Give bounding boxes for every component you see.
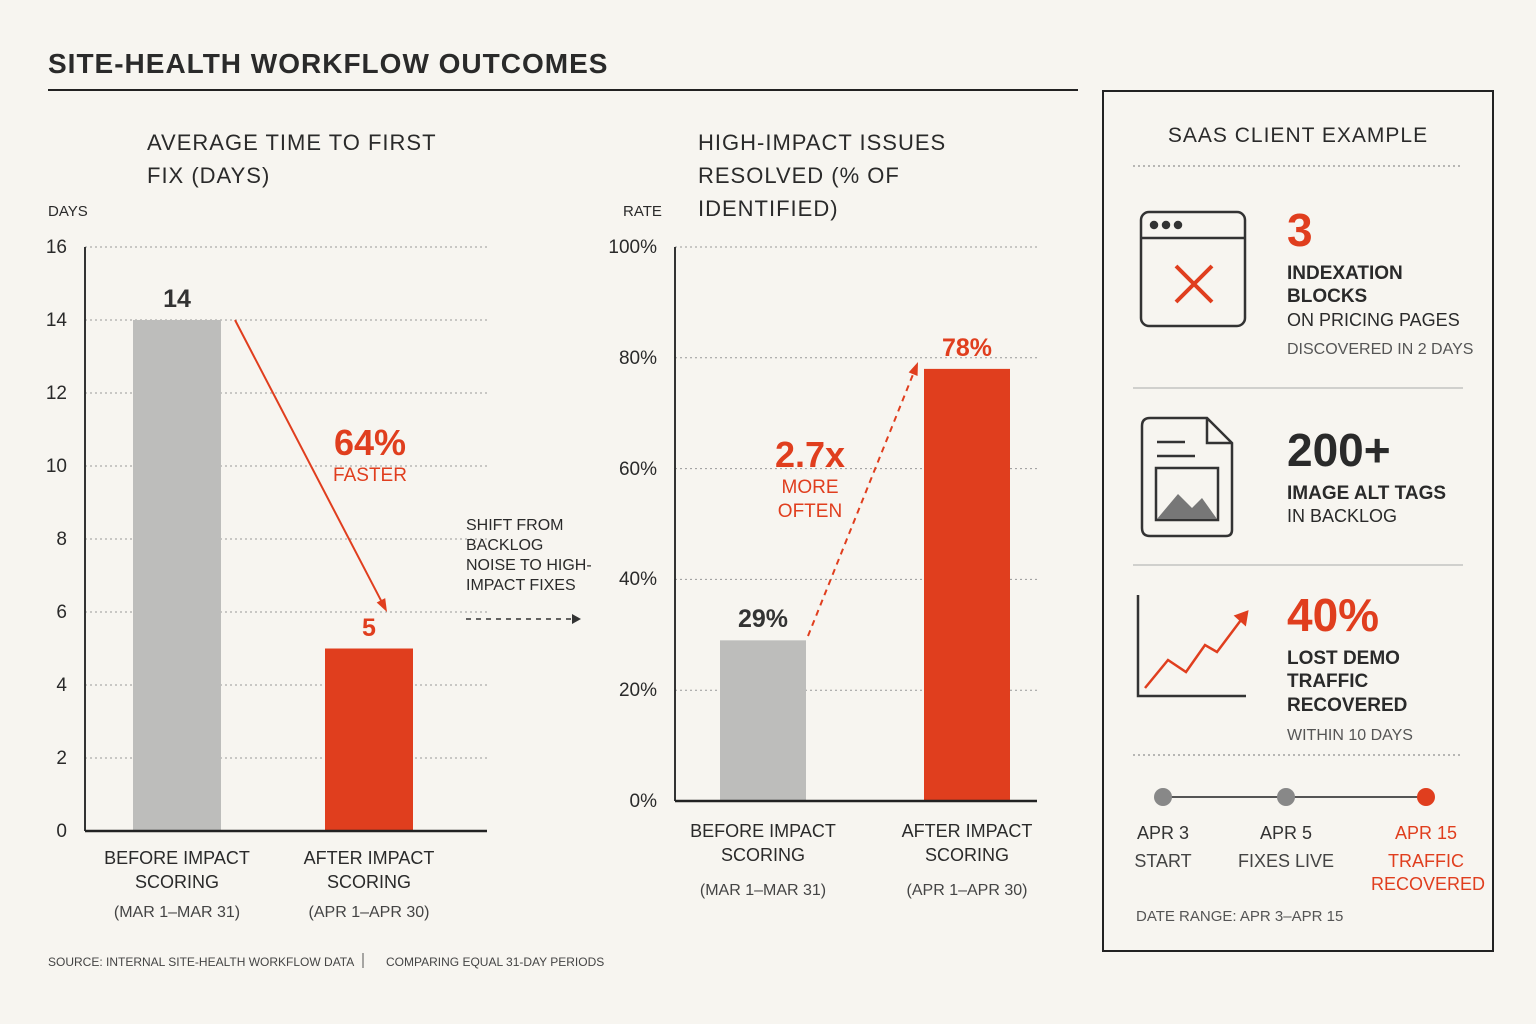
value-label: 78% — [941, 333, 993, 362]
x-tick-label: BEFORE IMPACT SCORING — [104, 848, 250, 893]
item-detail: IN BACKLOG — [1287, 506, 1398, 527]
y-tick-label: 0 — [56, 821, 67, 842]
annotation-text: MORE OFTEN — [777, 477, 843, 522]
y-tick-label: 6 — [56, 602, 67, 623]
annotation-value: 2.7x — [774, 434, 846, 475]
timeline-label: FIXES LIVE — [1237, 851, 1335, 871]
y-tick-label: 0% — [629, 791, 657, 812]
period-label: (MAR 1–MAR 31) — [699, 882, 827, 899]
item-detail: ON PRICING PAGES — [1287, 310, 1460, 331]
annotation-text: FASTER — [333, 465, 407, 486]
item-value: 3 — [1287, 204, 1313, 256]
y-tick-label: 80% — [618, 347, 657, 369]
source: SOURCE: INTERNAL SITE-HEALTH WORKFLOW DA… — [48, 955, 355, 969]
annotation-arrow — [234, 319, 385, 606]
transition-note: SHIFT FROM BACKLOG NOISE TO HIGH-IMPACT … — [466, 517, 592, 594]
item-headline: INDEXATION BLOCKS — [1287, 262, 1403, 308]
item-headline: LOST DEMO TRAFFIC RECOVERED — [1287, 647, 1408, 717]
timeline-dot — [1154, 788, 1172, 806]
y-tick-label: 8 — [56, 529, 67, 550]
item-value: 200+ — [1287, 424, 1391, 476]
y-tick-label: 100% — [608, 237, 657, 258]
panel-frame — [1102, 90, 1494, 952]
x-tick-label: AFTER IMPACT SCORING — [303, 848, 435, 893]
bar — [133, 320, 221, 831]
period-label: (APR 1–APR 30) — [906, 882, 1028, 899]
timeline-label: START — [1134, 851, 1192, 871]
item-value: 40% — [1287, 589, 1380, 641]
bar — [924, 368, 1010, 801]
period-label: (MAR 1–MAR 31) — [113, 904, 241, 921]
y-axis-label: DAYS — [48, 203, 88, 220]
item-headline: IMAGE ALT TAGS — [1287, 482, 1447, 504]
date-range: DATE RANGE: APR 3–APR 15 — [1136, 908, 1344, 925]
value-label: 5 — [362, 613, 376, 642]
source-note: COMPARING EQUAL 31-DAY PERIODS — [386, 955, 605, 969]
x-tick-label: BEFORE IMPACT SCORING — [690, 821, 836, 866]
item-note: DISCOVERED IN 2 DAYS — [1287, 340, 1474, 358]
y-tick-label: 14 — [45, 310, 67, 331]
y-axis-label: RATE — [623, 203, 662, 220]
annotation-arrow — [807, 369, 916, 637]
y-tick-label: 2 — [56, 748, 67, 769]
trend-icon — [1136, 595, 1249, 698]
title: SITE-HEALTH WORKFLOW OUTCOMES — [48, 48, 609, 79]
panel-title: SAAS CLIENT EXAMPLE — [1167, 124, 1429, 147]
item-note: WITHIN 10 DAYS — [1287, 726, 1413, 744]
chart-title: HIGH-IMPACT ISSUES RESOLVED (% OF IDENTI… — [698, 130, 947, 221]
y-tick-label: 10 — [45, 456, 67, 477]
annotation-arrowhead — [376, 598, 387, 612]
x-tick-label: AFTER IMPACT SCORING — [901, 821, 1033, 866]
y-tick-label: 12 — [45, 383, 67, 404]
panel-item: 40% LOST DEMO TRAFFIC RECOVERED WITHIN 10 … — [1287, 590, 1487, 746]
timeline-date: APR 5 — [1259, 823, 1313, 843]
browser-icon — [1139, 210, 1247, 328]
bar — [720, 640, 806, 801]
transition-arrowhead — [572, 614, 581, 624]
period-label: (APR 1–APR 30) — [308, 904, 430, 921]
y-tick-label: 16 — [45, 237, 67, 258]
timeline-dot — [1277, 788, 1295, 806]
value-label: 14 — [163, 285, 191, 313]
panel-item: 3 INDEXATION BLOCKS ON PRICING PAGES DISCOV… — [1287, 205, 1487, 360]
y-tick-label: 20% — [618, 680, 657, 702]
chart-title: AVERAGE TIME TO FIRST FIX (DAYS) — [147, 130, 437, 188]
panel-item: 200+ IMAGE ALT TAGS IN BACKLOG — [1287, 425, 1487, 528]
annotation-value: 64% — [333, 422, 407, 463]
value-label: 29% — [737, 605, 789, 634]
y-tick-label: 4 — [56, 675, 67, 696]
timeline-date: APR 3 — [1136, 823, 1190, 843]
y-tick-label: 40% — [618, 569, 657, 591]
timeline-date: APR 15 — [1394, 823, 1458, 843]
image-file-icon — [1140, 416, 1234, 538]
annotation-arrowhead — [908, 362, 918, 376]
bar — [325, 648, 413, 831]
timeline-label: TRAFFIC RECOVERED — [1371, 851, 1486, 894]
y-tick-label: 60% — [618, 458, 657, 480]
timeline-dot — [1417, 788, 1435, 806]
